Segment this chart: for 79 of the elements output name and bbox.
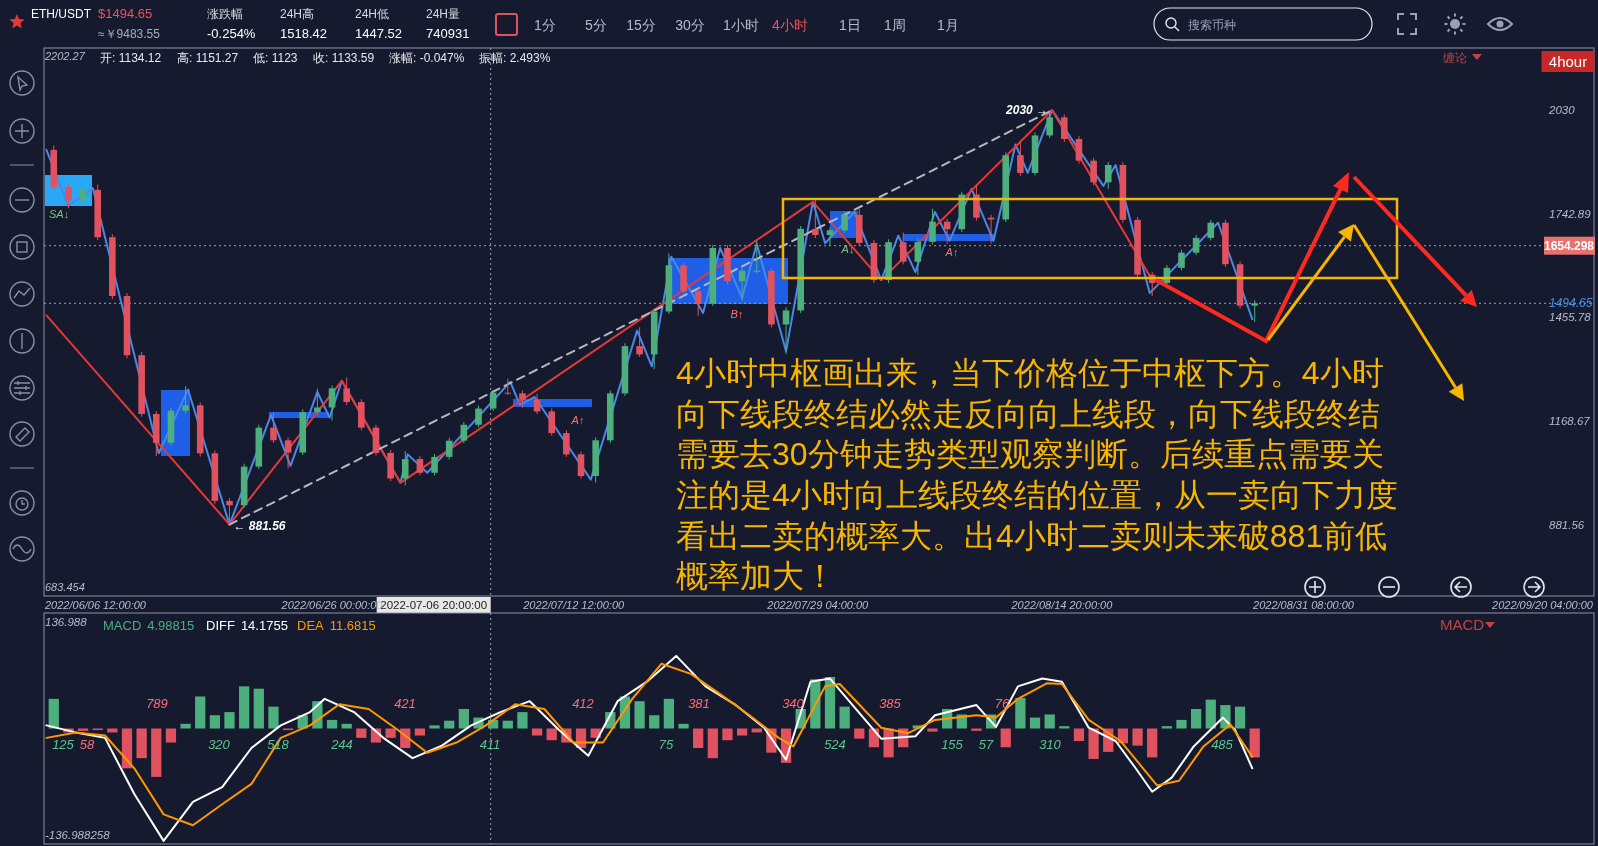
annotation: 58 [79,737,95,752]
annotation: 4.98815 [147,618,195,633]
annotation: 385 [879,696,902,711]
x-tick-label: 2022/09/20 04:00:00 [1491,599,1594,611]
annotation: 155 [941,737,964,752]
y-tick-label: 881.56 [1549,518,1585,531]
annotation: A↓ [840,243,855,255]
text: 24H量 [426,7,461,21]
text: DEA [297,618,325,633]
annotation: A↑ [944,246,959,258]
annotation: 开: 1134.12 [100,51,162,65]
annotation: 涨幅: -0.047% [389,51,465,65]
annotation: ← 881.56 [233,518,286,533]
x-tick-label: 2022/07/12 12:00:00 [522,599,626,611]
ref-line-label: 1654.298 [1543,238,1595,253]
text: 1月 [937,17,959,33]
x-tick-label: 2022/06/06 12:00:00 [44,599,147,611]
text: 1447.52 [355,26,402,41]
text: 30分 [675,17,705,33]
annotation: 789 [146,696,168,711]
annotation: 57 [978,737,994,752]
text: 15分 [626,17,656,33]
annotation: 524 [824,737,846,752]
annotation: 244 [330,737,353,752]
chart-title: ETH/USDT [31,7,92,21]
text: DIFF [206,618,235,633]
x-tick-label: 2022/08/31 08:00:00 [1252,599,1355,611]
annotation: 310 [1039,737,1062,752]
text: 740931 [426,26,470,41]
ref-line-label: 1494.65 [1549,296,1593,311]
annotation: 421 [394,696,416,711]
annotation: 14.1755 [240,618,288,633]
annotation: 低: 1123 [253,51,298,65]
y-tick-label: -136.988258 [45,829,111,842]
y-tick-label: 136.988 [45,615,88,628]
text: 4小时 [772,17,808,33]
annotation: 381 [688,696,710,711]
annotation: 2202.27 [44,50,86,62]
annotation: 683.454 [45,581,85,593]
annotation: 缠论 [1443,51,1467,65]
text: 涨跌幅 [207,7,243,21]
annotation: 收: 1133.59 [313,51,375,65]
annotation: 411 [479,737,501,752]
text: ≈￥9483.55 [98,27,161,41]
annotation: 11.6815 [329,618,376,633]
annotation: 75 [658,737,674,752]
text: 搜索币种 [1188,18,1236,32]
annotation: SA↓ [49,208,70,220]
y-tick-label: 1455.78 [1549,311,1592,324]
text: 1518.42 [280,26,327,41]
text: 24H低 [355,7,390,21]
annotation: MACD [1440,616,1485,633]
text: 1小时 [723,17,759,33]
annotation: 2030 → [1005,103,1049,118]
text: 1周 [884,17,906,33]
y-tick-label: 1168.67 [1549,414,1591,427]
x-tick-label: 2022/07/29 04:00:00 [766,599,870,611]
annotation: 4hour [1548,53,1588,70]
text: 1分 [534,17,556,33]
annotation: A↑ [570,414,585,426]
annotation: 412 [572,696,595,711]
text: 24H高 [280,7,315,21]
annotation: 340 [782,696,805,711]
annotation: 320 [208,737,231,752]
text: 1日 [839,17,861,33]
annotation: 125 [52,737,75,752]
annotation: 485 [1211,737,1234,752]
text: $1494.65 [98,6,153,21]
annotation: B↑ [730,308,744,320]
y-tick-label: 2030 [1548,104,1576,117]
annotation: 4小时中枢画出来，当下价格位于中枢下方。4小时向下线段终结必然走反向向上线段，向下线段终结需要去30分钟走势类型观察判断。后续重点需要关注的是4小时向上线段终结的位置，从一卖向下力度看出二卖的概率大。出4小时二卖则未来破881前低概率加大！ [676,355,1398,595]
text: MACD [103,618,142,633]
y-tick-label: 1742.89 [1549,207,1592,220]
x-tick-label: 2022/08/14 20:00:00 [1010,599,1114,611]
annotation: 振幅: 2.493% [479,51,551,65]
text: -0.254% [207,26,256,41]
annotation: 76 [994,696,1010,711]
annotation: 高: 1151.27 [177,51,239,65]
text: 5分 [585,17,607,33]
